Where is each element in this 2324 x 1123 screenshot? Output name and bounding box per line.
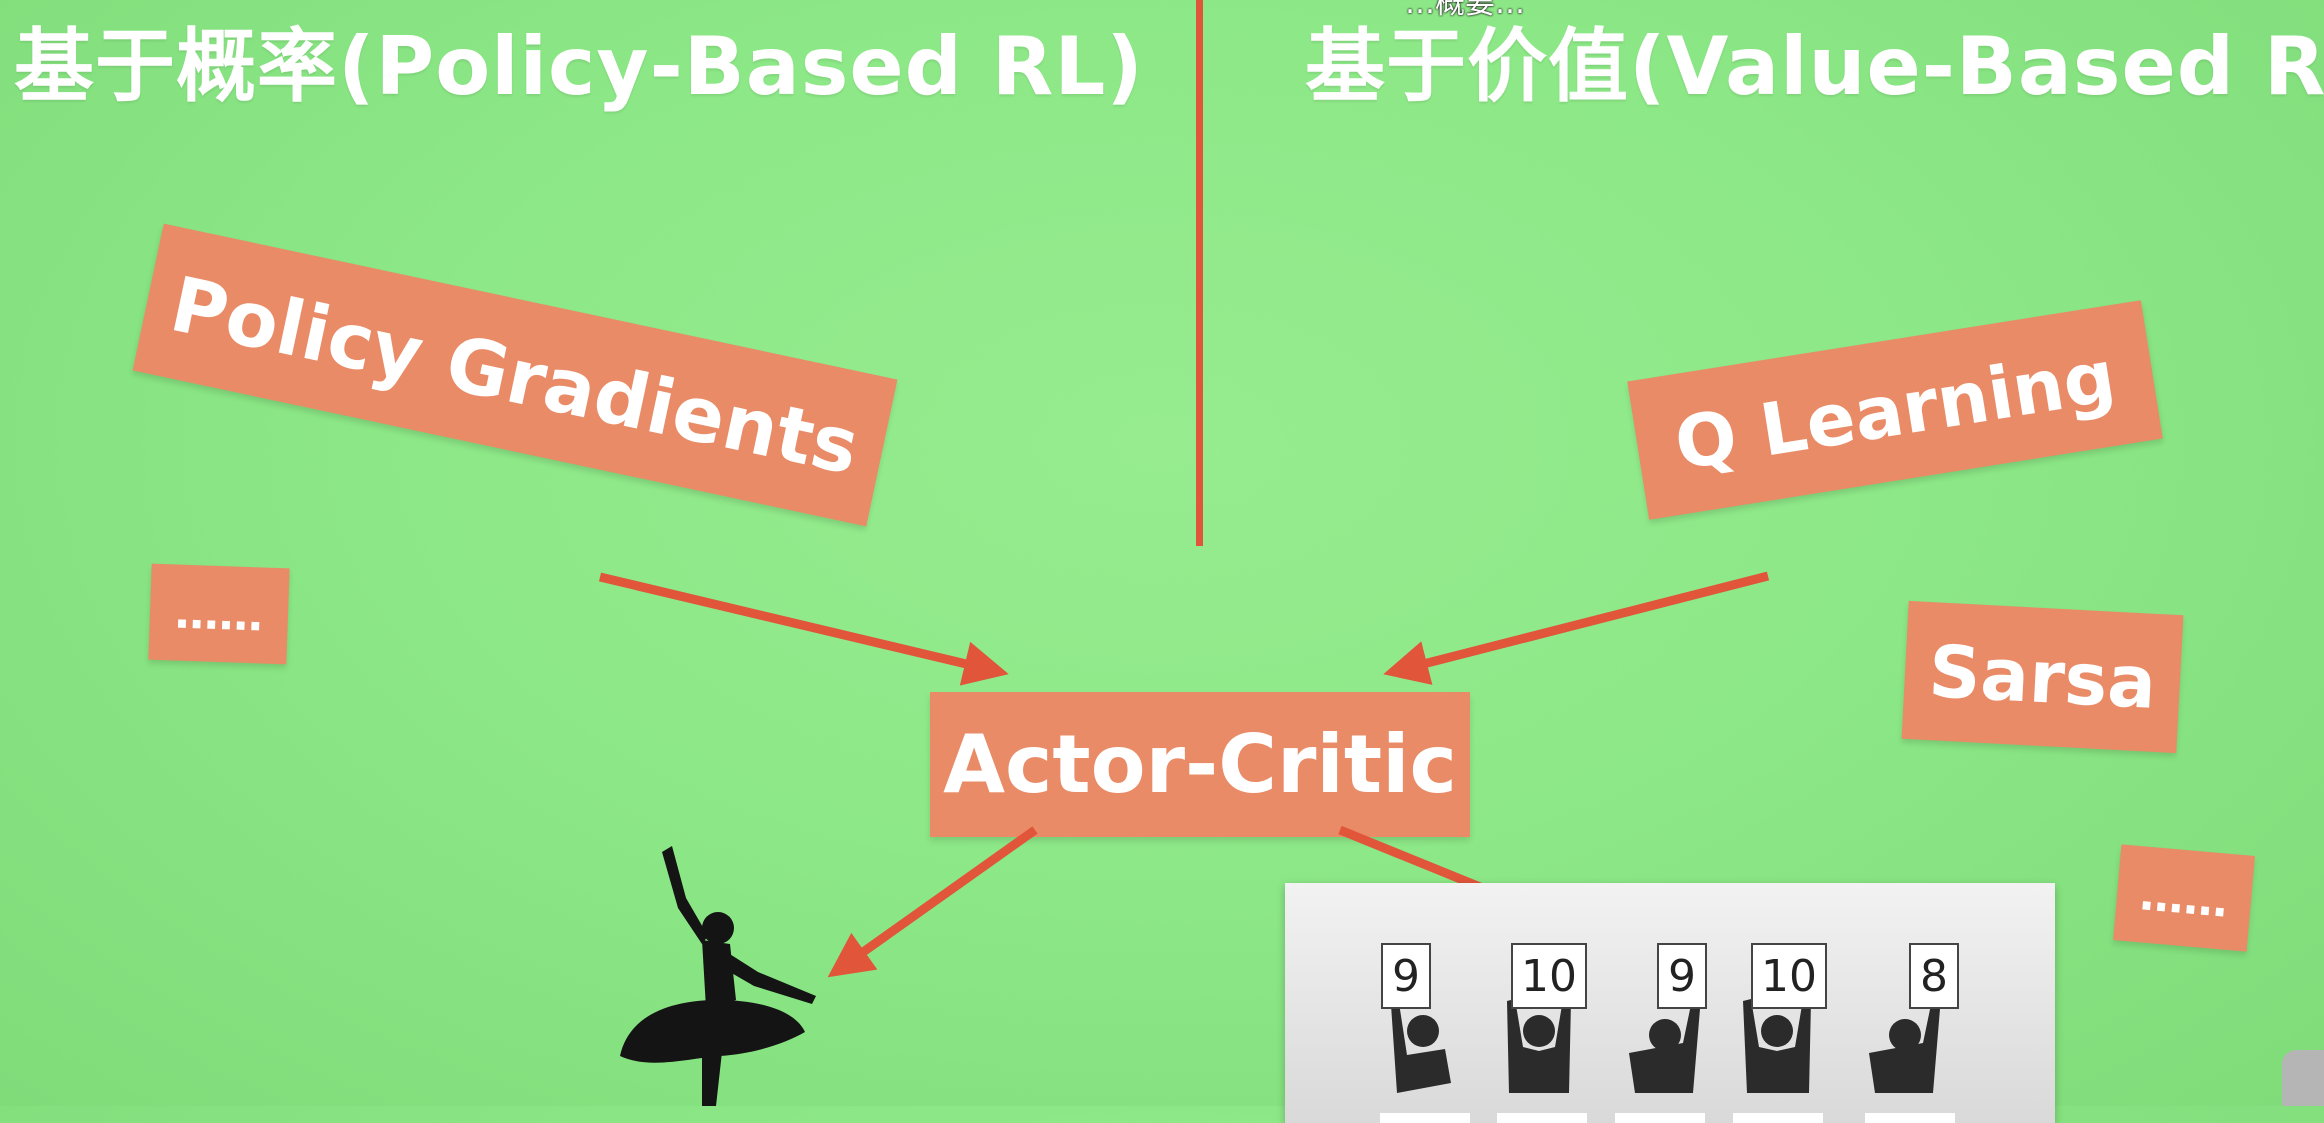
score-card-5: 8 (1909, 943, 1959, 1009)
actor-critic-box: Actor-Critic (930, 692, 1470, 837)
ballerina-silhouette-icon (620, 846, 816, 1106)
score-card-4: 10 (1751, 943, 1827, 1009)
arrow-q-learning-to-actor-critic (1383, 571, 1770, 685)
score-card-2: 10 (1511, 943, 1587, 1009)
arrow-actor-critic-to-actor (827, 826, 1038, 978)
arrow-policy-to-actor-critic (598, 572, 1009, 686)
heading-policy-based: 基于概率(Policy-Based RL) (14, 20, 1144, 113)
subtitle-caption-fragment: …概要… (1405, 0, 1525, 21)
score-card-3: 9 (1657, 943, 1707, 1009)
heading-value-based: 基于价值(Value-Based RL) (1305, 20, 2324, 113)
center-divider-line (1196, 0, 1203, 546)
corner-app-icon[interactable] (2282, 1050, 2324, 1106)
judges-scoring-panel: 9 10 9 10 8 (1285, 883, 2055, 1123)
score-card-1: 9 (1381, 943, 1431, 1009)
